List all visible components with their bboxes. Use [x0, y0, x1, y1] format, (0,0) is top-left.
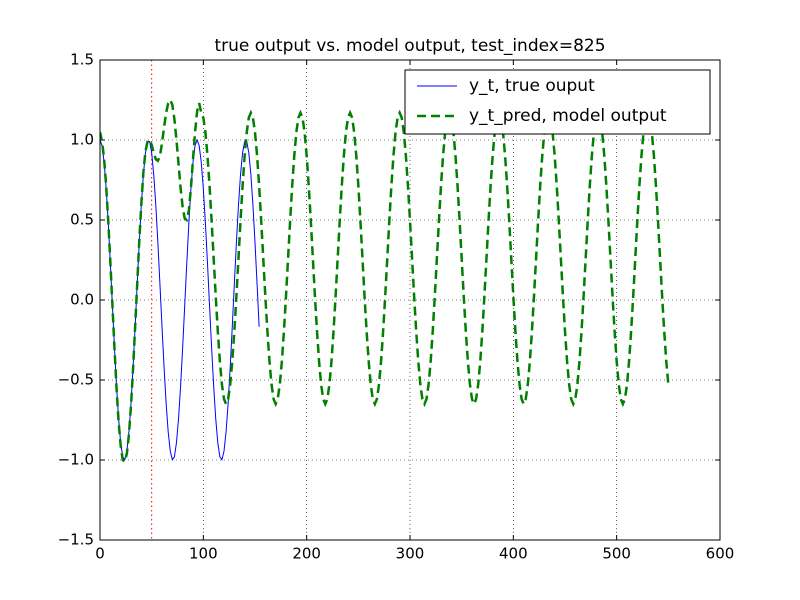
x-tick-label: 500	[602, 545, 631, 563]
y-tick-label: 0.5	[70, 211, 94, 229]
y-tick-label: 0.0	[70, 291, 94, 309]
y-tick-label: 1.5	[70, 51, 94, 69]
chart-title: true output vs. model output, test_index…	[214, 36, 605, 56]
legend-label: y_t_pred, model output	[469, 106, 667, 126]
x-tick-label: 0	[95, 545, 105, 563]
y-tick-label: −1.5	[58, 531, 94, 549]
y-tick-label: 1.0	[70, 131, 94, 149]
x-tick-label: 200	[292, 545, 321, 563]
plot-frame	[99, 59, 721, 541]
x-tick-label: 400	[499, 545, 528, 563]
x-tick-label: 100	[189, 545, 218, 563]
x-tick-label: 600	[706, 545, 735, 563]
y-tick-label: −0.5	[58, 371, 94, 389]
legend: y_t, true ouput y_t_pred, model output	[404, 69, 711, 135]
y-tick-label: −1.0	[58, 451, 94, 469]
legend-label: y_t, true ouput	[469, 76, 595, 96]
series-line	[100, 97, 670, 464]
legend-box	[404, 69, 711, 135]
x-tick-label: 300	[396, 545, 425, 563]
